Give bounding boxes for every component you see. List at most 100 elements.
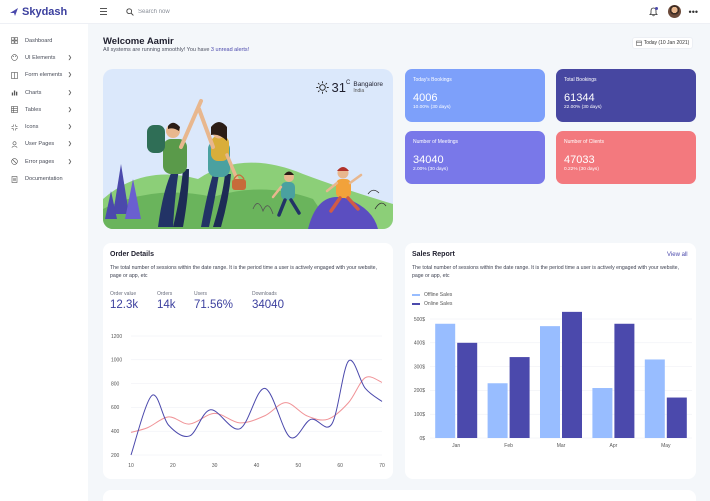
sidebar-item-tables[interactable]: Tables ❯ [0, 101, 88, 118]
sidebar-item-label: Charts [25, 89, 42, 96]
head-icon [11, 141, 18, 148]
stat-change: 10.00% (30 days) [413, 105, 451, 110]
date-picker-button[interactable]: Today (10 Jan 2021) [632, 37, 693, 49]
avatar[interactable] [667, 5, 681, 18]
chevron-right-icon: ❯ [67, 72, 72, 79]
stat-card-total-bookings: Total Bookings 61344 22.00% (30 days) [556, 69, 696, 122]
bar-offline-sales-jan [435, 323, 456, 438]
sidebar-item-error-pages[interactable]: Error pages ❯ [0, 153, 88, 170]
contract-icon [11, 124, 18, 131]
legend-label: Offline Sales [424, 292, 453, 298]
page-title: Welcome Aamir [103, 36, 174, 47]
sidebar: Dashboard UI Elements ❯ Form elements ❯ … [0, 24, 88, 501]
stat-value: 34040 [413, 154, 444, 166]
card-title: Sales Report [412, 251, 455, 258]
chevron-right-icon: ❯ [67, 124, 72, 131]
stat-change: 0.22% (30 days) [564, 167, 599, 172]
kpi-value: 34040 [252, 299, 284, 311]
top-navbar: Skydash ••• [0, 0, 710, 24]
temperature-value: 31C [331, 80, 351, 95]
stat-title: Number of Clients [564, 139, 605, 145]
welcome-subtitle: All systems are running smoothly! You ha… [103, 47, 250, 53]
sidebar-item-label: Icons [25, 124, 39, 131]
dashboard-icon [11, 37, 18, 44]
stat-change: 22.00% (30 days) [564, 105, 602, 110]
weather-country: India [353, 88, 365, 94]
chevron-right-icon: ❯ [67, 89, 72, 96]
notifications-button[interactable] [648, 6, 660, 18]
columns-icon [11, 71, 18, 79]
unread-alerts-link[interactable]: 3 unread alerts! [210, 47, 250, 53]
stat-title: Total Bookings [564, 77, 597, 83]
weather-city: Bangalore [353, 81, 383, 88]
y-tick-label: 100$ [414, 412, 425, 418]
more-options-icon[interactable]: ••• [688, 6, 698, 17]
sidebar-item-label: Tables [25, 106, 42, 113]
x-tick-label: 10 [128, 463, 134, 469]
x-tick-label: 50 [296, 463, 302, 469]
legend-label: Online Sales [424, 301, 453, 307]
x-tick-label: May [661, 443, 671, 449]
y-tick-label: 800 [111, 381, 120, 387]
search-input[interactable] [138, 8, 258, 15]
y-tick-label: 200 [111, 453, 120, 459]
order-line-chart: 1200 1000 800 600 400 200 10 20 30 40 50 60 70 [111, 334, 385, 469]
grid-icon [11, 106, 18, 114]
sidebar-item-label: Error pages [25, 158, 55, 165]
y-tick-label: 500$ [414, 317, 425, 323]
y-tick-label: 600 [111, 405, 120, 411]
x-tick-label: 60 [337, 463, 343, 469]
x-tick-label: Apr [610, 443, 618, 449]
sales-report-card: Sales Report View all The total number o… [405, 243, 696, 479]
sidebar-item-form-elements[interactable]: Form elements ❯ [0, 67, 88, 84]
sidebar-item-ui-elements[interactable]: UI Elements ❯ [0, 49, 88, 66]
bar-online-sales-apr [614, 323, 635, 438]
stat-title: Today's Bookings [413, 77, 452, 83]
ban-icon [11, 158, 18, 165]
y-tick-label: 0$ [419, 436, 425, 442]
stat-value: 4006 [413, 92, 438, 104]
view-all-link[interactable]: View all [667, 252, 688, 258]
chevron-right-icon: ❯ [67, 54, 72, 61]
sidebar-item-dashboard[interactable]: Dashboard [0, 32, 88, 49]
kpi-label: Orders [157, 291, 173, 297]
y-tick-label: 200$ [414, 388, 425, 394]
kpi-value: 12.3k [110, 299, 139, 311]
legend-swatch [412, 294, 420, 296]
date-label: Today (10 Jan 2021) [643, 40, 690, 46]
brand-logo-icon [10, 7, 18, 16]
sidebar-item-user-pages[interactable]: User Pages ❯ [0, 136, 88, 153]
brand[interactable]: Skydash [0, 6, 88, 18]
weather-hero-card: 31C Bangalore India [103, 69, 393, 229]
series-line-0 [130, 359, 383, 456]
sidebar-item-label: UI Elements [25, 54, 56, 61]
bar-online-sales-mar [562, 311, 582, 438]
series-line-1 [130, 376, 383, 433]
menu-toggle-icon[interactable] [100, 4, 116, 20]
stat-card-todays-bookings: Today's Bookings 4006 10.00% (30 days) [405, 69, 545, 122]
search-bar [126, 7, 258, 16]
stat-card-number-of-meetings: Number of Meetings 34040 2.00% (30 days) [405, 131, 545, 184]
palette-icon [11, 54, 18, 62]
bottom-card [103, 490, 696, 501]
sidebar-item-charts[interactable]: Charts ❯ [0, 84, 88, 101]
sidebar-item-label: Documentation [25, 176, 63, 183]
stat-value: 61344 [564, 92, 595, 104]
kpi-label: Users [194, 291, 208, 297]
stat-title: Number of Meetings [413, 139, 459, 145]
x-tick-label: Feb [504, 443, 513, 449]
kpi-label: Order value [110, 291, 137, 297]
order-details-card: Order Details The total number of sessio… [103, 243, 393, 479]
legend-item-offline: Offline Sales [412, 292, 452, 298]
sidebar-item-label: User Pages [25, 141, 55, 148]
card-description: The total number of sessions within the … [412, 265, 680, 279]
stat-card-number-of-clients: Number of Clients 47033 0.22% (30 days) [556, 131, 696, 184]
legend-item-online: Online Sales [412, 301, 452, 307]
search-icon [126, 7, 134, 16]
notification-dot [654, 6, 658, 10]
kpi-value: 71.56% [194, 299, 234, 311]
sidebar-item-documentation[interactable]: Documentation [0, 170, 88, 187]
bar-offline-sales-apr [592, 388, 613, 438]
sidebar-item-icons[interactable]: Icons ❯ [0, 118, 88, 135]
card-title: Order Details [110, 251, 154, 258]
